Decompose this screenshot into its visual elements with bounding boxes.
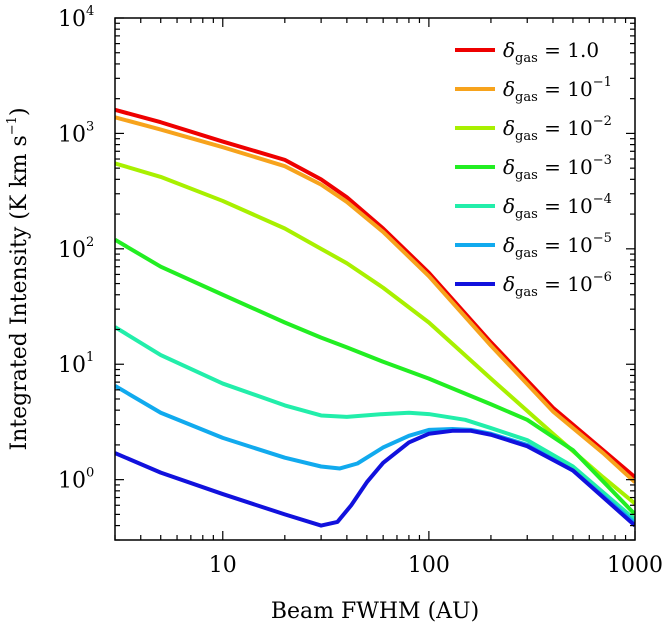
series-line-0	[115, 107, 635, 479]
series-line-5	[115, 384, 635, 525]
y-tick-label-0: 100	[58, 466, 94, 494]
y-axis-label-sup: −1	[5, 116, 20, 135]
series-line-1	[115, 115, 635, 484]
legend-label-2: δgas = 10−2	[503, 114, 612, 144]
y-tick-label-2: 102	[58, 235, 94, 263]
legend-label-1: δgas = 10−1	[503, 75, 612, 105]
series-line-3	[115, 237, 635, 516]
tick-labels: 10 100 1000 100 101 102 103 104	[58, 4, 663, 578]
y-tick-label-3: 103	[58, 119, 94, 147]
y-axis-label: Integrated Intensity (K km s−1)	[5, 107, 32, 450]
legend-label-5: δgas = 10−5	[503, 231, 612, 261]
legend-label-0: δgas = 1.0	[503, 38, 599, 66]
y-axis-label-close: )	[7, 107, 32, 116]
x-tick-label-2: 1000	[607, 553, 663, 578]
y-tick-label-1: 101	[58, 350, 94, 378]
y-tick-label-4: 104	[58, 4, 94, 32]
legend-label-3: δgas = 10−3	[503, 153, 612, 183]
legend: δgas = 1.0 δgas = 10−1 δgas = 10−2 δgas = 1…	[455, 38, 612, 300]
y-axis-label-main: Integrated Intensity (K km s	[7, 135, 32, 450]
x-tick-label-1: 100	[408, 553, 450, 578]
plot-frame	[114, 17, 636, 541]
x-tick-label-0: 10	[209, 553, 237, 578]
axis-ticks	[114, 17, 636, 541]
x-axis-label: Beam FWHM (AU)	[271, 599, 479, 624]
series-line-4	[115, 325, 635, 522]
plot-lines	[115, 107, 635, 528]
legend-label-6: δgas = 10−6	[503, 270, 612, 300]
legend-label-4: δgas = 10−4	[503, 192, 612, 222]
series-line-6	[115, 428, 635, 528]
